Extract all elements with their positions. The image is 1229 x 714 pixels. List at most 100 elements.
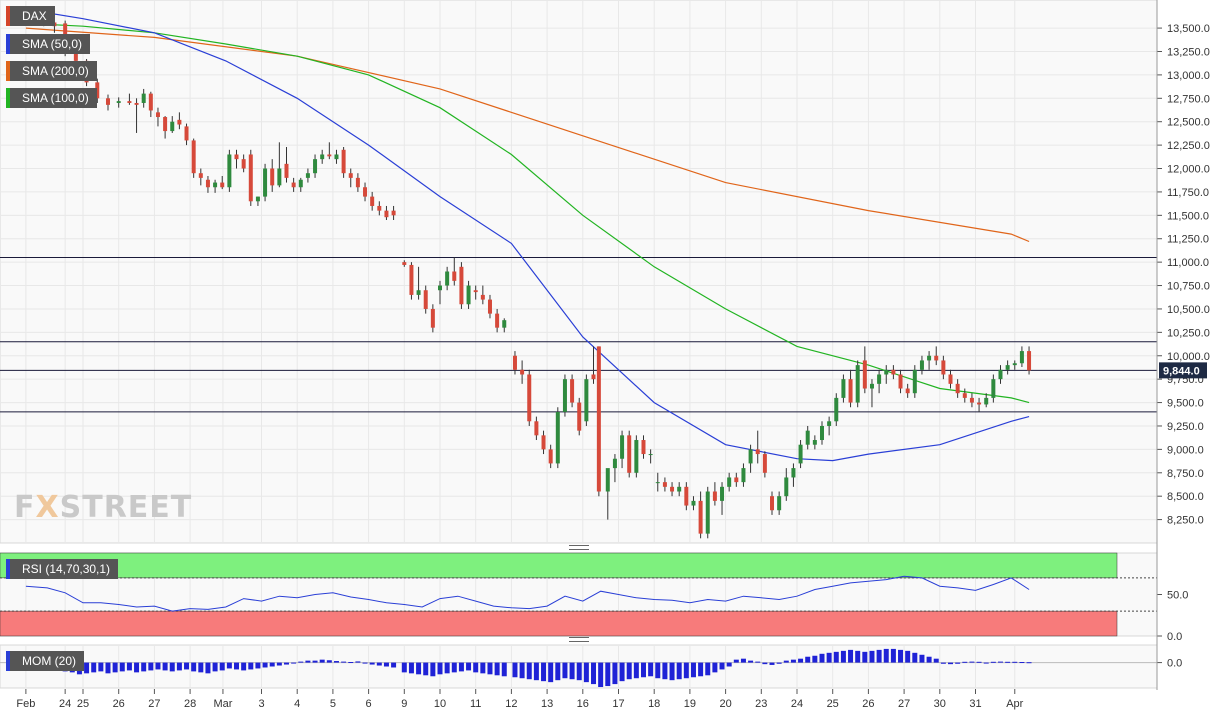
momentum-bar — [583, 662, 589, 683]
candle-body — [962, 393, 967, 398]
candle — [962, 388, 967, 403]
momentum-bar — [126, 662, 132, 671]
candle — [969, 393, 974, 408]
candle-body — [416, 290, 421, 295]
candle — [541, 430, 546, 455]
momentum-bar — [444, 662, 450, 674]
indicator-label-sma50[interactable]: SMA (50,0) — [6, 34, 91, 54]
candle — [755, 430, 760, 464]
candle-body — [520, 369, 525, 375]
candle-body — [648, 454, 653, 456]
candle-body — [334, 154, 339, 160]
candle — [562, 374, 567, 417]
momentum-bar — [1012, 661, 1018, 663]
candle — [577, 397, 582, 436]
y-tick-label: 0.0 — [1167, 631, 1182, 643]
y-tick-label: 13,500.0 — [1167, 23, 1210, 35]
x-tick-label: 3 — [258, 698, 264, 710]
candle — [612, 454, 617, 483]
candle-body — [263, 168, 268, 197]
symbol-label[interactable]: DAX — [6, 6, 55, 26]
momentum-bar — [326, 660, 332, 663]
momentum-bar — [451, 662, 457, 673]
momentum-bar — [341, 661, 347, 663]
momentum-bar — [740, 658, 746, 663]
candle — [527, 369, 532, 426]
indicator-label-mom[interactable]: MOM (20) — [6, 651, 84, 671]
momentum-bar — [348, 662, 354, 664]
candle-body — [891, 369, 896, 375]
candle — [409, 262, 414, 300]
y-tick-label: 12,000.0 — [1167, 164, 1210, 176]
momentum-bar — [234, 662, 240, 670]
momentum-bar — [862, 651, 868, 663]
candle — [884, 365, 889, 384]
candle-body — [977, 402, 982, 405]
x-tick-label: 10 — [434, 698, 446, 710]
candle-body — [720, 486, 725, 501]
candle — [284, 146, 289, 183]
x-tick-label: 18 — [648, 698, 660, 710]
candle — [798, 440, 803, 469]
candle — [712, 482, 717, 506]
momentum-bar — [919, 654, 925, 663]
candle-body — [459, 266, 464, 305]
momentum-bar — [319, 659, 325, 663]
momentum-bar — [212, 662, 218, 672]
momentum-bar — [805, 656, 811, 663]
y-tick-label: 8,500.0 — [1167, 491, 1204, 503]
y-tick-label: 12,500.0 — [1167, 117, 1210, 129]
momentum-bar — [712, 662, 718, 673]
momentum-bar — [798, 658, 804, 663]
candle-body — [727, 477, 732, 487]
momentum-bar — [976, 661, 982, 663]
candle-body — [277, 168, 282, 186]
x-tick-label: 6 — [366, 698, 372, 710]
candle — [327, 142, 332, 160]
indicator-label-rsi[interactable]: RSI (14,70,30,1) — [6, 559, 119, 579]
momentum-bar — [262, 662, 268, 668]
momentum-bar — [591, 662, 597, 685]
candle — [819, 421, 824, 445]
y-tick-label: 8,750.0 — [1167, 468, 1204, 480]
momentum-bar — [705, 662, 711, 676]
indicator-label-sma200[interactable]: SMA (200,0) — [6, 61, 97, 81]
candle-body — [641, 440, 646, 455]
candle — [1019, 346, 1024, 367]
momentum-bar — [733, 659, 739, 663]
indicator-label-sma100[interactable]: SMA (100,0) — [6, 88, 97, 108]
x-tick-label: 11 — [470, 698, 481, 710]
pane-splitter-handle[interactable] — [569, 637, 589, 642]
momentum-bar — [162, 662, 168, 671]
candle — [691, 496, 696, 511]
momentum-bar — [990, 661, 996, 663]
momentum-bar — [969, 661, 975, 663]
momentum-bar — [155, 662, 161, 670]
momentum-bar — [912, 652, 918, 663]
momentum-bar — [466, 662, 472, 671]
candle-body — [363, 187, 368, 197]
candle — [487, 294, 492, 319]
candle — [534, 416, 539, 441]
candle-body — [409, 264, 414, 295]
momentum-bar — [512, 662, 518, 678]
candle-body — [684, 486, 689, 506]
candle — [770, 491, 775, 515]
rsi-line — [25, 575, 1030, 612]
candle-body — [298, 179, 303, 188]
candle — [105, 94, 110, 111]
candle — [95, 78, 100, 103]
candle — [734, 472, 739, 487]
candle-body — [541, 435, 546, 450]
candle-body — [255, 196, 260, 202]
momentum-bar — [541, 662, 547, 682]
pane-splitter-handle[interactable] — [569, 545, 589, 550]
candle-body — [596, 346, 601, 492]
candle — [805, 425, 810, 450]
candle — [452, 257, 457, 286]
momentum-bar — [612, 662, 618, 685]
x-tick-label: 16 — [577, 698, 589, 710]
candle-body — [841, 379, 846, 398]
candle-body — [487, 299, 492, 314]
